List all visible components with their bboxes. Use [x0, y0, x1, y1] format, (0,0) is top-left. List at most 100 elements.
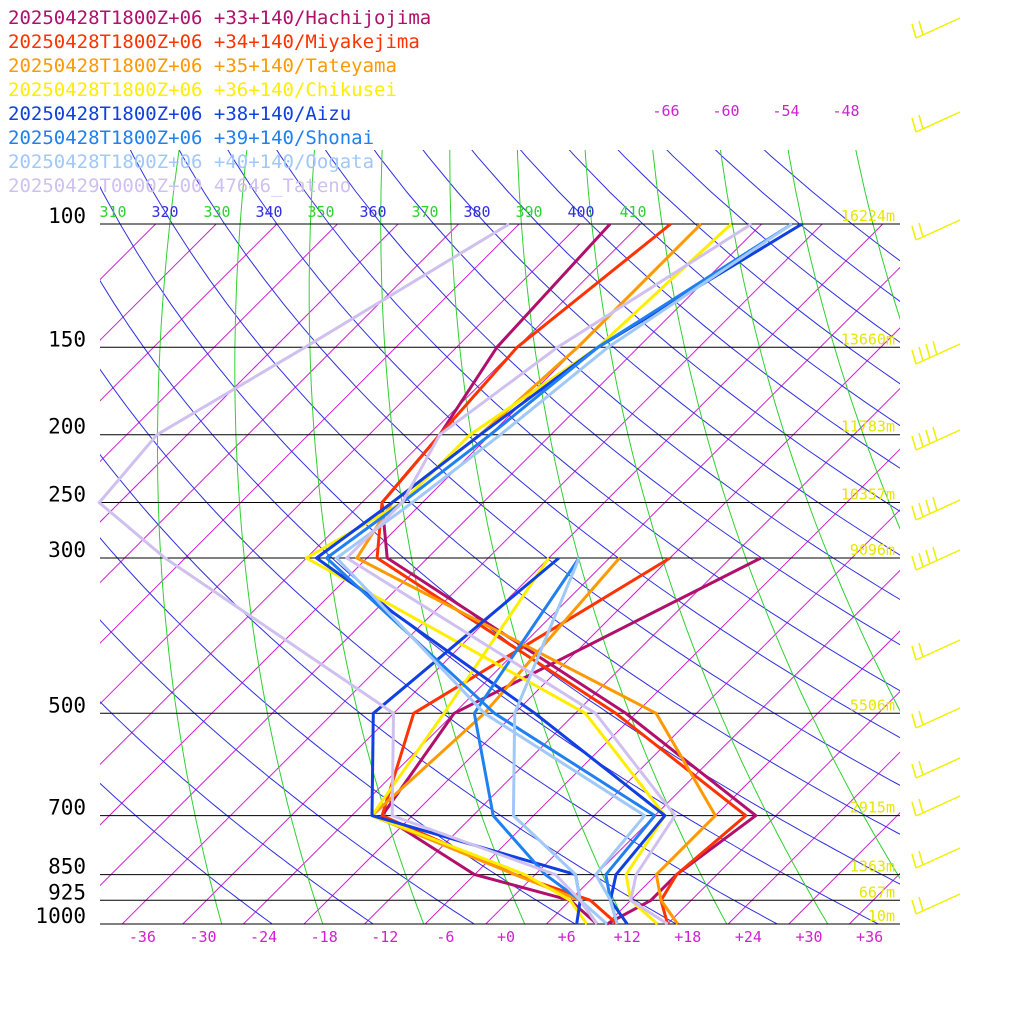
- moist-adiabats: [157, 69, 1024, 924]
- temperature-tick-label: +18: [674, 928, 701, 946]
- pressure-label: 850: [48, 855, 86, 879]
- upper-temperature-label: -54: [772, 102, 799, 120]
- isotherm-line: [424, 448, 900, 924]
- wind-barb: [911, 847, 961, 869]
- theta-label: 360: [359, 203, 386, 221]
- dry-adiabat-line: [100, 701, 374, 924]
- theta-labels: 310 320 330 340 350 360 370 380 390 400 410: [99, 203, 646, 221]
- isotherm-line: [910, 224, 1024, 924]
- wind-barb: [911, 219, 961, 241]
- legend-entry: 20250428T1800Z+06 +39+140/Shonai: [8, 127, 374, 149]
- temperature-profile: [325, 222, 793, 925]
- moist-adiabat-line: [719, 150, 900, 712]
- legend-entry: 20250428T1800Z+06 +36+140/Chikusei: [8, 79, 397, 101]
- theta-label: 310: [99, 203, 126, 221]
- dry-adiabat-line: [178, 150, 900, 786]
- temperature-tick-label: +24: [735, 928, 762, 946]
- temperature-profile: [304, 222, 733, 926]
- dry-adiabat-line: [100, 537, 576, 924]
- moist-adiabat-line: [234, 150, 324, 924]
- height-label: 9096m: [850, 541, 895, 559]
- theta-label: 330: [203, 203, 230, 221]
- theta-label: 380: [463, 203, 490, 221]
- wind-barbs: [911, 17, 961, 915]
- isotherm-line: [100, 223, 581, 705]
- dry-adiabat-line: [471, 150, 900, 512]
- pressure-label: 700: [48, 796, 86, 820]
- dry-adiabat-line: [100, 619, 475, 924]
- wind-barb-flag: [925, 499, 931, 515]
- dewpoint-profile: [370, 557, 621, 925]
- temperature-tick-label: -6: [436, 928, 454, 946]
- isotherm-line: [121, 223, 823, 924]
- pressure-label: 1000: [35, 904, 86, 928]
- height-label: 13660m: [841, 330, 895, 348]
- legend: 20250428T1800Z+06 +33+140/Hachijojima202…: [8, 7, 431, 197]
- temperature-tick-label: +0: [497, 928, 515, 946]
- dry-adiabat-line: [100, 453, 677, 924]
- height-label: 16224m: [841, 207, 895, 225]
- pressure-label: 200: [48, 415, 86, 439]
- wind-barb-flag: [911, 713, 917, 729]
- wind-barb-flag: [918, 552, 924, 568]
- pressure-label: 150: [48, 327, 86, 351]
- pressure-label: 100: [48, 204, 86, 228]
- wind-barb-flag: [911, 23, 917, 39]
- wind-barb-flag: [918, 798, 924, 814]
- legend-entry: 20250428T1800Z+06 +34+140/Miyakejima: [8, 31, 420, 53]
- temperature-tick-label: -36: [129, 928, 156, 946]
- dry-adiabat-line: [568, 150, 900, 427]
- theta-label: 370: [411, 203, 438, 221]
- isotherm-line: [182, 223, 884, 924]
- wind-barb: [911, 893, 961, 915]
- dry-adiabat-line: [276, 150, 900, 692]
- wind-barb-flag: [911, 435, 917, 451]
- wind-barb: [911, 496, 961, 521]
- wind-barb-flag: [918, 710, 924, 726]
- moist-adiabat-line: [906, 69, 1024, 924]
- pressure-label: 250: [48, 483, 86, 507]
- moist-adiabat-line: [380, 150, 526, 924]
- isotherm-line: [100, 223, 520, 644]
- theta-label: 320: [151, 203, 178, 221]
- dewpoint-profile: [97, 222, 599, 925]
- dry-adiabat-line: [129, 150, 900, 835]
- wind-barb-flag: [911, 505, 917, 521]
- isotherm-line: [364, 387, 900, 924]
- wind-barb: [911, 707, 961, 729]
- isotherm-line: [0, 224, 34, 924]
- wind-barb: [911, 639, 961, 661]
- temperature-tick-label: +12: [614, 928, 641, 946]
- theta-label: 390: [515, 203, 542, 221]
- wind-barb-flag: [918, 642, 924, 658]
- isotherm-line: [100, 223, 459, 584]
- dry-adiabat-line: [373, 150, 900, 601]
- wind-barb-flag: [932, 426, 938, 442]
- wind-barb-flag: [925, 429, 931, 445]
- dry-adiabat-line: [422, 150, 900, 556]
- wind-barb: [911, 546, 961, 571]
- wind-barb-flag: [911, 899, 917, 915]
- upper-temperature-labels: -66 -60 -54 -48: [652, 102, 859, 120]
- wind-barb-flag: [932, 340, 938, 356]
- temperature-tick-label: -12: [371, 928, 398, 946]
- height-label: 5506m: [850, 696, 895, 714]
- temperature-profile: [375, 222, 748, 925]
- temperature-profile: [345, 222, 753, 926]
- isotherm-line: [606, 630, 900, 924]
- moist-adiabat-line: [308, 150, 425, 924]
- temperature-tick-label: +6: [558, 928, 576, 946]
- isotherm-line: [303, 327, 900, 924]
- height-labels: 16224m 13660m 11783m 10357m 9096m 5506m 2915m 1…: [841, 207, 895, 925]
- temperature-tick-label: -24: [250, 928, 277, 946]
- temperature-tick-label: +36: [856, 928, 883, 946]
- theta-label: 340: [255, 203, 282, 221]
- upper-temperature-label: -66: [652, 102, 679, 120]
- temperature-profile: [315, 222, 803, 925]
- dry-adiabat-line: [324, 150, 900, 646]
- wind-barb-flag: [911, 349, 917, 365]
- legend-entry: 20250428T1800Z+06 +38+140/Aizu: [8, 103, 351, 125]
- height-label: 10357m: [841, 486, 895, 504]
- wind-barb: [911, 795, 961, 817]
